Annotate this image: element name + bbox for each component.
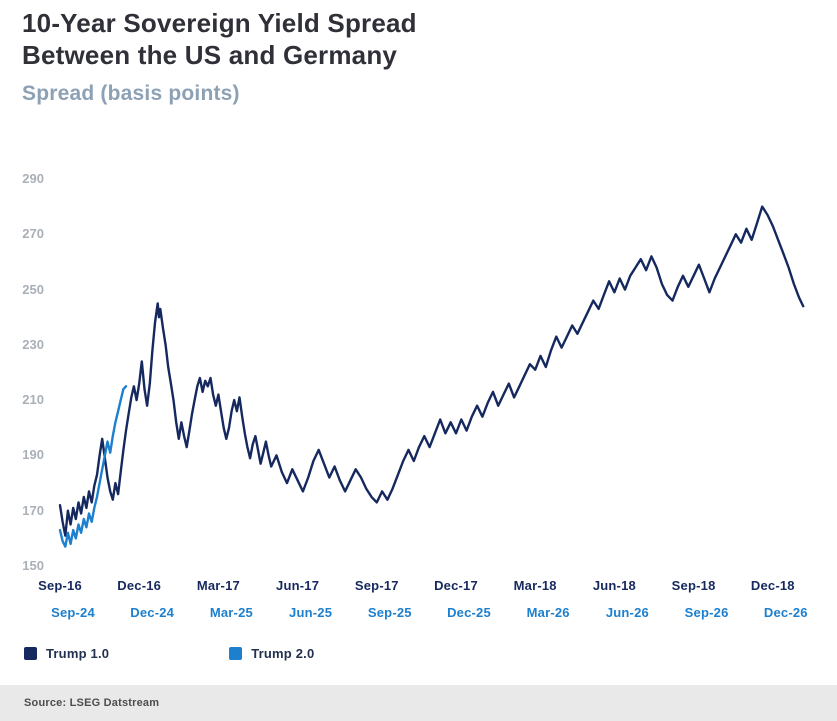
legend-item-trump1: Trump 1.0 [24, 646, 109, 661]
source-text: Source: LSEG Datstream [24, 697, 160, 709]
x-tick-row2-Dec-26: Dec-26 [763, 605, 808, 620]
y-tick-190: 190 [22, 447, 44, 463]
x-tick-row2-Sep-26: Sep-26 [684, 605, 729, 620]
source-bar: Source: LSEG Datstream [0, 685, 837, 721]
y-tick-270: 270 [22, 226, 44, 242]
chart-title: 10-Year Sovereign Yield Spread Between t… [22, 8, 417, 71]
y-tick-170: 170 [22, 502, 44, 518]
x-tick-row2-Jun-26: Jun-26 [605, 605, 649, 620]
x-tick-row2-Dec-25: Dec-25 [447, 605, 491, 620]
x-tick-row1-Sep-18: Sep-18 [671, 578, 716, 593]
legend-label-trump1: Trump 1.0 [46, 646, 110, 661]
x-tick-row1-Dec-16: Dec-16 [117, 578, 162, 593]
y-tick-150: 150 [22, 558, 44, 573]
x-tick-row1-Dec-18: Dec-18 [750, 578, 795, 593]
series-line-trump-1-0 [58, 205, 805, 537]
chart-title-line1: 10-Year Sovereign Yield Spread [22, 8, 417, 38]
chart-title-line2: Between the US and Germany [22, 39, 398, 70]
x-tick-row2-Sep-25: Sep-25 [367, 605, 412, 620]
x-tick-row2-Dec-24: Dec-24 [130, 605, 175, 620]
x-tick-row1-Dec-17: Dec-17 [434, 578, 478, 593]
legend-swatch-trump1 [24, 647, 37, 660]
x-tick-row1-Mar-18: Mar-18 [513, 578, 557, 593]
y-tick-230: 230 [22, 336, 44, 352]
x-tick-row2-Mar-25: Mar-25 [209, 605, 253, 620]
x-tick-row2-Mar-26: Mar-26 [526, 605, 570, 620]
chart-subtitle: Spread (basis points) [22, 82, 240, 105]
x-tick-row1-Sep-17: Sep-17 [354, 578, 399, 593]
chart-legend: Trump 1.0 Trump 2.0 [24, 646, 314, 661]
y-tick-250: 250 [22, 281, 44, 297]
y-tick-290: 290 [22, 171, 44, 186]
legend-swatch-trump2 [229, 647, 243, 660]
x-tick-row2-Sep-24: Sep-24 [51, 605, 95, 620]
x-tick-row1-Jun-17: Jun-17 [276, 578, 320, 593]
legend-item-trump2: Trump 2.0 [229, 646, 314, 661]
y-tick-210: 210 [22, 392, 44, 408]
x-tick-row2-Jun-25: Jun-25 [289, 605, 333, 620]
x-tick-row1-Mar-17: Mar-17 [196, 578, 240, 593]
series-line-trump-2-0 [58, 385, 128, 548]
legend-label-trump2: Trump 2.0 [251, 646, 315, 661]
x-tick-row1-Sep-16: Sep-16 [38, 578, 82, 593]
x-tick-row1-Jun-18: Jun-18 [592, 578, 636, 593]
